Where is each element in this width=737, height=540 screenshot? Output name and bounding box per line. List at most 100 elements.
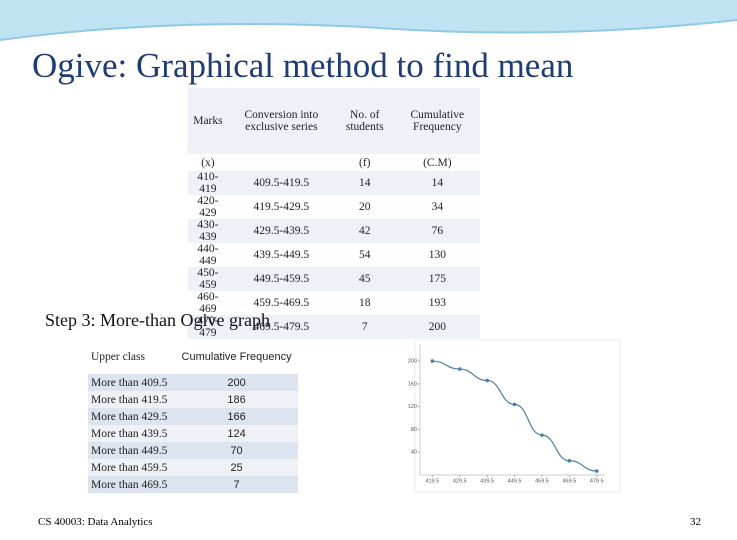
point: [594, 469, 599, 473]
cell: More than 429.5: [88, 408, 176, 425]
cell: More than 469.5: [88, 476, 176, 493]
cell: 14: [334, 171, 395, 195]
cell: 429.5-439.5: [227, 219, 335, 243]
cell: 54: [358, 249, 371, 261]
y-tick-label: 200: [408, 359, 417, 365]
table: Upper class Cumulative Frequency More than…: [88, 340, 298, 493]
cell: 175: [394, 267, 480, 291]
x-tick-label: 439.5: [480, 478, 494, 484]
row: 430-439 429.5-439.5 42 76: [188, 219, 480, 243]
cell: Cumulative Frequency: [394, 88, 480, 154]
cell: Marks: [188, 88, 228, 154]
x-tick-label: 419.5: [425, 478, 439, 484]
cell: [228, 154, 335, 171]
point: [485, 378, 489, 383]
cell: 430-439: [188, 219, 228, 243]
point: [540, 433, 544, 437]
footer: CS 40003: Data Analytics: [38, 516, 153, 528]
row: More than 459.5 25: [88, 459, 298, 476]
row: More than 419.5 186: [88, 391, 298, 408]
cell: 130: [428, 249, 446, 261]
title: Ogive: Graphical method to find mean: [32, 46, 574, 85]
chart: 40 80 120 160 200 419.5 429.5 439.5 449.5 459.5 46…: [408, 344, 605, 484]
point: [430, 359, 435, 363]
cell: 7: [334, 315, 395, 339]
cell: 18: [358, 297, 371, 309]
cell: 166: [175, 408, 298, 425]
cell: 7: [175, 476, 298, 493]
cell: 469.5-479.5: [227, 315, 335, 339]
y-tick-label: 80: [411, 427, 417, 433]
row: 440-449 439.5-449.5 54 130: [188, 243, 480, 267]
cell: (f): [358, 156, 371, 169]
cell: 42: [334, 219, 395, 243]
row: 410-419 409.5-419.5 14 14: [188, 171, 480, 195]
cell: 439.5-449.5: [253, 249, 310, 261]
row: 460-469 459.5-469.5 18 193: [188, 291, 480, 315]
cell: 470-479: [188, 315, 228, 339]
cell: 200: [394, 315, 480, 339]
chart-frame: [414, 339, 621, 493]
point: [512, 402, 517, 407]
cell: 410-419: [188, 171, 228, 195]
y-tick-label: 160: [408, 381, 417, 387]
page-number: 32: [690, 516, 701, 528]
cell: Conversion into exclusive series: [227, 88, 335, 154]
row: 420-429 419.5-429.5 20 34: [188, 195, 480, 219]
cell: (x): [201, 156, 215, 169]
x-tick-label: 449.5: [508, 478, 522, 484]
cell: 193: [428, 297, 446, 309]
cell: 14: [394, 171, 480, 195]
x-tick-label: 479.5: [590, 478, 604, 484]
cell: No. of students: [334, 88, 395, 154]
row: More than 429.5 166: [88, 408, 298, 425]
x-tick-label: 469.5: [562, 478, 576, 484]
point: [567, 458, 572, 463]
cell: 449.5-459.5: [227, 267, 335, 291]
row: Upper class Cumulative Frequency: [88, 340, 298, 374]
cell: 45: [334, 267, 395, 291]
y-tick-label: 120: [408, 404, 417, 410]
cell: More than 409.5: [88, 374, 176, 391]
step-heading: Step 3: More-than Ogive graph: [45, 310, 270, 330]
row: 450-459 449.5-459.5 45 175: [188, 267, 480, 291]
cell: 459.5-469.5: [253, 297, 310, 309]
cell: 124: [175, 425, 298, 442]
row: More than 449.5 70: [88, 442, 298, 459]
row: More than 409.5 200: [88, 374, 298, 391]
row: More than 469.5 7: [88, 476, 298, 493]
y-tick-label: 40: [411, 450, 417, 456]
row: More than 439.5 124: [88, 425, 298, 442]
row: (x) (f) (C.M): [188, 154, 480, 171]
cell: More than 459.5: [88, 459, 176, 476]
cell: 440-449: [197, 243, 219, 267]
row: Marks Conversion into exclusive series No.…: [188, 88, 480, 154]
header-wave: [0, 0, 737, 40]
cell: 34: [431, 201, 444, 213]
cell: (C.M): [423, 156, 452, 169]
cell: 460-469: [197, 291, 219, 315]
cell: 420-429: [197, 195, 219, 219]
cell: 450-459: [188, 267, 228, 291]
cell: 20: [358, 201, 371, 213]
cell: 70: [175, 442, 298, 459]
header-line: [0, 19, 737, 41]
cell: 76: [394, 219, 480, 243]
row: 470-479 469.5-479.5 7 200: [188, 315, 480, 339]
cell: More than 419.5: [88, 391, 176, 408]
cell: 25: [175, 459, 298, 476]
cell: More than 439.5: [88, 425, 176, 442]
cell: 200: [175, 374, 298, 391]
cell: Upper class: [91, 351, 145, 363]
cell: Cumulative Frequency: [181, 351, 292, 363]
cell: More than 449.5: [88, 442, 176, 459]
point: [457, 367, 462, 371]
x-tick-label: 459.5: [535, 478, 549, 484]
x-tick-label: 429.5: [453, 478, 467, 484]
table: Marks Conversion into exclusive series No.…: [188, 88, 480, 339]
cell: 419.5-429.5: [253, 201, 310, 213]
cell: 409.5-419.5: [227, 171, 335, 195]
cell: 186: [175, 391, 298, 408]
